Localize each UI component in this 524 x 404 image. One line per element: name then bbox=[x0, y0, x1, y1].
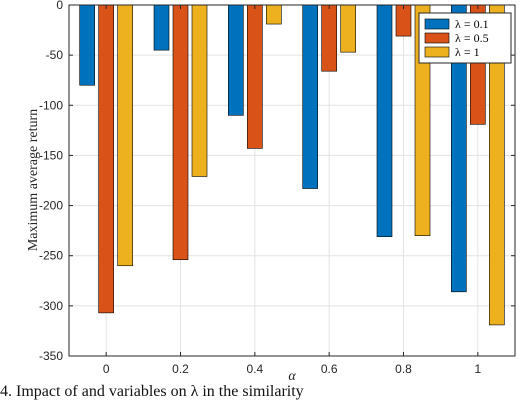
bar-3-0.4 bbox=[266, 4, 282, 25]
x-axis-title: α bbox=[288, 369, 296, 383]
x-tick-label: 1 bbox=[474, 362, 481, 376]
y-tick-label: -50 bbox=[46, 48, 64, 62]
bar-chart: 0-50-100-150-200-250-300-350 0 0.2 0.4 0.6 0… bbox=[26, 0, 516, 383]
y-tick-label: -250 bbox=[39, 249, 63, 263]
legend-label: λ = 1 bbox=[455, 45, 480, 59]
y-tick-label: -200 bbox=[39, 199, 63, 213]
bar-3-0.2 bbox=[191, 4, 208, 177]
bar-2-0.2 bbox=[172, 4, 189, 261]
x-tick-label: 0.8 bbox=[395, 362, 412, 376]
y-tick-label: -350 bbox=[39, 349, 63, 363]
x-tick-label: 0.6 bbox=[321, 362, 338, 376]
bar-2-0.6 bbox=[321, 4, 337, 72]
bar-1-0.6 bbox=[302, 4, 318, 189]
bar-1-0.4 bbox=[228, 4, 244, 116]
legend-label: λ = 0.5 bbox=[455, 31, 489, 45]
bar-2-0 bbox=[98, 4, 114, 314]
bar-1-0 bbox=[79, 4, 95, 86]
x-axis-ticks: 0 0.2 0.4 0.6 0.8 1 bbox=[103, 5, 481, 376]
plot-frame bbox=[68, 4, 516, 357]
bar-2-0.4 bbox=[247, 4, 263, 149]
x-tick-label: 0.2 bbox=[172, 362, 189, 376]
bar-2-0.8 bbox=[395, 4, 412, 37]
bar-1-0.8 bbox=[376, 4, 393, 237]
bar-3-0.6 bbox=[340, 4, 356, 53]
y-axis-title: Maximum average return bbox=[26, 109, 41, 251]
y-tick-label: -300 bbox=[39, 299, 63, 313]
legend-swatch bbox=[424, 46, 450, 58]
y-tick-label: -150 bbox=[39, 148, 63, 162]
x-tick-label: 0.4 bbox=[246, 362, 263, 376]
legend-swatch bbox=[424, 32, 450, 44]
y-axis-ticks: 0 -50 -100 -150 -200 -250 -300 -350 bbox=[39, 0, 515, 363]
bars bbox=[79, 4, 505, 326]
y-tick-label: -100 bbox=[39, 98, 63, 112]
legend-swatch bbox=[424, 18, 450, 30]
bar-1-0.2 bbox=[153, 4, 170, 51]
figure-caption: 4. Impact of and variables on λ in the s… bbox=[0, 383, 304, 400]
bar-3-0 bbox=[117, 4, 133, 267]
legend: λ = 0.1λ = 0.5λ = 1 bbox=[418, 12, 512, 64]
x-tick-label: 0 bbox=[103, 362, 110, 376]
legend-label: λ = 0.1 bbox=[455, 17, 489, 31]
y-tick-label: 0 bbox=[56, 0, 63, 12]
